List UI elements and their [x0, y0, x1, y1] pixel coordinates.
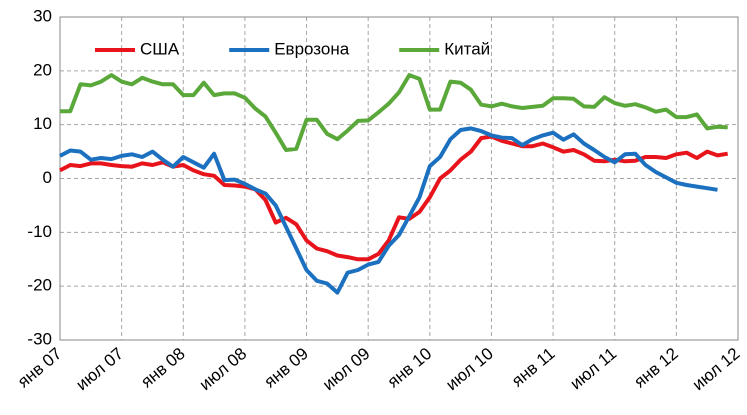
y-tick-label: -30 — [27, 329, 52, 348]
x-tick-label: янв 12 — [630, 344, 681, 392]
x-tick-label: янв 11 — [508, 344, 559, 391]
legend-label: Еврозона — [274, 39, 350, 58]
y-tick-label: -10 — [27, 222, 52, 241]
y-tick-label: 0 — [43, 168, 52, 187]
x-tick-label: янв 10 — [384, 344, 435, 392]
x-tick-label: янв 07 — [14, 344, 65, 392]
plot-frame — [59, 16, 739, 341]
x-tick-label: янв 08 — [137, 344, 188, 392]
x-tick-label: янв 09 — [261, 344, 312, 392]
y-tick-label: -20 — [27, 276, 52, 295]
series-line — [59, 126, 718, 295]
x-tick-label: июл 07 — [72, 344, 127, 394]
legend-label: США — [140, 39, 180, 58]
y-tick-label: 10 — [33, 114, 52, 133]
x-tick-label: июл 12 — [689, 344, 744, 394]
x-tick-label: июл 10 — [442, 344, 497, 394]
series-line — [60, 73, 728, 152]
x-tick-label: июл 08 — [196, 344, 251, 394]
legend-label: Китай — [444, 39, 490, 58]
y-tick-label: 20 — [33, 60, 52, 79]
x-tick-label: июл 09 — [319, 344, 374, 394]
y-tick-label: 30 — [33, 6, 52, 25]
x-tick-label: июл 11 — [566, 344, 620, 393]
